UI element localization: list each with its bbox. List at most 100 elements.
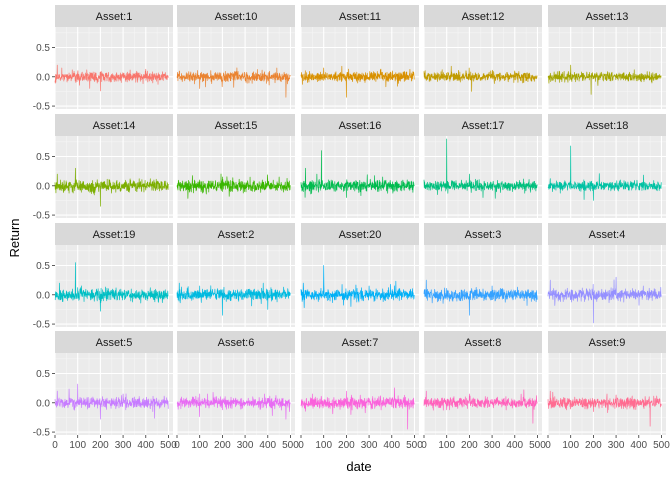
facet-strip-label: Asset:17 bbox=[462, 120, 505, 132]
facet-strip-label: Asset:1 bbox=[96, 11, 133, 23]
series-line bbox=[547, 64, 662, 95]
y-tick-label: 0.5 bbox=[36, 43, 50, 54]
facet-strip-label: Asset:2 bbox=[218, 229, 255, 241]
facet-strip-label: Asset:18 bbox=[586, 120, 629, 132]
series-line bbox=[176, 173, 291, 199]
x-tick-label: 300 bbox=[608, 440, 625, 451]
x-tick-label: 100 bbox=[69, 440, 86, 451]
y-tick-label: -0.5 bbox=[33, 102, 51, 113]
facet-strip bbox=[55, 331, 173, 353]
panel-background bbox=[55, 353, 173, 435]
facet-strip bbox=[301, 331, 419, 353]
facet-panel: Asset:4 bbox=[547, 223, 666, 327]
y-tick-label: 0.5 bbox=[36, 152, 50, 163]
facet-strip bbox=[301, 223, 419, 245]
series-line bbox=[300, 387, 415, 430]
x-tick-label: 200 bbox=[214, 440, 231, 451]
panel-background bbox=[177, 27, 295, 109]
facet-strip-label: Asset:19 bbox=[93, 229, 136, 241]
facet-panel: Asset:1 -0.5 0.0 0.5 bbox=[33, 5, 173, 113]
facet-strip-label: Asset:3 bbox=[465, 229, 502, 241]
panel-background bbox=[424, 353, 542, 435]
x-tick-label: 0 bbox=[174, 440, 180, 451]
facet-strip bbox=[548, 114, 666, 136]
facet-panel: Asset:6 0 100 200 300 400 500 bbox=[174, 331, 299, 451]
series-line bbox=[54, 262, 169, 312]
series-line bbox=[547, 390, 662, 427]
panel-background bbox=[548, 136, 666, 218]
y-tick-label: 0.0 bbox=[36, 72, 50, 83]
facet-strip bbox=[301, 114, 419, 136]
facet-panel: Asset:5 -0.5 0.0 0.5 0 100 200 300 400 500 bbox=[33, 331, 177, 451]
series-line bbox=[300, 150, 415, 198]
series-line bbox=[54, 167, 169, 207]
facet-strip bbox=[548, 331, 666, 353]
x-tick-label: 500 bbox=[406, 440, 423, 451]
x-tick-label: 300 bbox=[115, 440, 132, 451]
series-line bbox=[54, 64, 169, 92]
y-tick-label: -0.5 bbox=[33, 211, 51, 222]
facet-panel: Asset:8 0 100 200 300 400 500 bbox=[421, 331, 546, 451]
y-tick-label: 0.0 bbox=[36, 181, 50, 192]
panel-background bbox=[301, 245, 419, 327]
panel-background bbox=[177, 245, 295, 327]
panel-background bbox=[548, 245, 666, 327]
x-tick-label: 300 bbox=[361, 440, 378, 451]
series-line bbox=[423, 389, 538, 424]
facet-strip bbox=[548, 5, 666, 27]
panel-background bbox=[301, 27, 419, 109]
facet-panel: Asset:16 bbox=[300, 114, 419, 218]
x-tick-label: 100 bbox=[562, 440, 579, 451]
x-tick-label: 500 bbox=[160, 440, 177, 451]
x-tick-label: 400 bbox=[259, 440, 276, 451]
facet-strip bbox=[424, 223, 542, 245]
series-line bbox=[423, 279, 538, 316]
facet-strip-label: Asset:16 bbox=[339, 120, 382, 132]
panel-background bbox=[424, 245, 542, 327]
facet-panel: Asset:19 -0.5 0.0 0.5 bbox=[33, 223, 173, 331]
y-tick-label: 0.0 bbox=[36, 290, 50, 301]
facet-strip bbox=[424, 114, 542, 136]
x-tick-label: 400 bbox=[137, 440, 154, 451]
series-line bbox=[423, 138, 538, 199]
facet-panel: Asset:10 bbox=[176, 5, 295, 109]
panel-background bbox=[55, 245, 173, 327]
facet-panel: Asset:14 -0.5 0.0 0.5 bbox=[33, 114, 173, 222]
facet-strip bbox=[55, 223, 173, 245]
x-tick-label: 100 bbox=[315, 440, 332, 451]
x-tick-label: 200 bbox=[338, 440, 355, 451]
facet-panel: Asset:12 bbox=[423, 5, 542, 109]
panel-background bbox=[548, 27, 666, 109]
facet-strip bbox=[55, 5, 173, 27]
panel-background bbox=[301, 136, 419, 218]
facet-strip bbox=[548, 223, 666, 245]
facet-strip-label: Asset:5 bbox=[96, 337, 133, 349]
panel-background bbox=[55, 136, 173, 218]
facet-panel: Asset:3 bbox=[423, 223, 542, 327]
x-tick-label: 100 bbox=[191, 440, 208, 451]
x-tick-label: 500 bbox=[282, 440, 299, 451]
x-tick-label: 0 bbox=[52, 440, 58, 451]
y-axis-title: Return bbox=[7, 218, 22, 257]
facet-strip-label: Asset:15 bbox=[215, 120, 258, 132]
panel-background bbox=[177, 353, 295, 435]
facet-strip-label: Asset:11 bbox=[339, 11, 381, 23]
facet-strip-label: Asset:9 bbox=[589, 337, 626, 349]
x-tick-label: 100 bbox=[438, 440, 455, 451]
facet-panel: Asset:11 bbox=[300, 5, 419, 109]
x-tick-label: 200 bbox=[92, 440, 109, 451]
facet-strip bbox=[177, 114, 295, 136]
facet-strip-label: Asset:10 bbox=[215, 11, 258, 23]
y-tick-label: -0.5 bbox=[33, 428, 51, 439]
facet-panels: Asset:1 -0.5 0.0 0.5 Asset:10 Asset:11 Asset:1… bbox=[33, 5, 670, 451]
x-tick-label: 400 bbox=[630, 440, 647, 451]
facet-strip bbox=[424, 331, 542, 353]
series-line bbox=[54, 383, 169, 420]
x-tick-label: 0 bbox=[545, 440, 551, 451]
facet-panel: Asset:9 0 100 200 300 400 500 bbox=[545, 331, 670, 451]
facet-strip-label: Asset:6 bbox=[218, 337, 255, 349]
facet-strip-label: Asset:20 bbox=[339, 229, 382, 241]
panel-background bbox=[55, 27, 173, 109]
facet-panel: Asset:2 bbox=[176, 223, 295, 327]
